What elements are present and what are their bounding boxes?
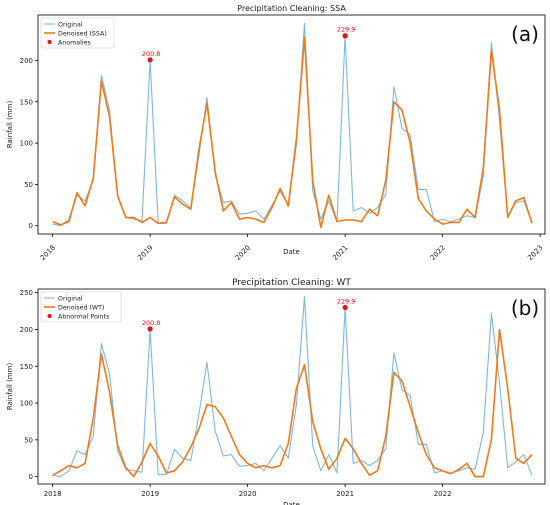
y-tick-label: 150 — [20, 98, 33, 106]
legend-label: Original — [58, 295, 83, 302]
x-axis-label: Date — [283, 248, 300, 256]
chart-title: Precipitation Cleaning: SSA — [237, 4, 346, 13]
x-tick-label: 2022 — [434, 490, 452, 498]
anomaly-value-label: 229.9 — [337, 26, 356, 34]
anomaly-point — [147, 57, 153, 63]
legend-box — [40, 291, 122, 323]
y-tick-label: 0 — [29, 222, 33, 230]
chart-title: Precipitation Cleaning: WT — [232, 278, 351, 288]
y-tick-label: 50 — [24, 436, 33, 444]
x-tick-label: 2020 — [239, 490, 257, 498]
legend-label: Original — [58, 21, 83, 28]
y-axis-label: Rainfall (mm) — [6, 363, 14, 411]
x-axis-label: Date — [283, 501, 300, 505]
y-tick-label: 100 — [20, 400, 33, 408]
x-tick-label: 2022 — [429, 244, 447, 262]
legend-box — [40, 17, 115, 49]
anomaly-point — [147, 326, 153, 332]
x-tick-label: 2021 — [336, 490, 354, 498]
series-line-denoised — [52, 328, 533, 478]
y-tick-label: 50 — [24, 181, 33, 189]
x-tick-label: 2023 — [526, 244, 544, 262]
y-tick-label: 200 — [20, 57, 33, 65]
x-tick-label: 2018 — [44, 490, 62, 498]
anomaly-value-label: 200.8 — [142, 50, 161, 58]
legend-label: Denoised (SSA) — [58, 30, 107, 37]
legend-label: Denoised (WT) — [58, 304, 104, 311]
anomaly-value-label: 200.8 — [142, 319, 161, 327]
legend-anomaly-swatch — [47, 40, 52, 44]
anomaly-value-label: 229.9 — [337, 297, 356, 305]
legend-label: Anomalies — [58, 39, 91, 46]
y-tick-label: 100 — [20, 140, 33, 148]
anomaly-point — [342, 304, 348, 311]
legend-anomaly-swatch — [47, 314, 52, 318]
series-line-original — [52, 22, 533, 227]
y-tick-label: 150 — [20, 363, 33, 371]
plot-frame — [37, 14, 546, 235]
plot-frame — [37, 288, 546, 485]
x-tick-label: 2019 — [136, 244, 154, 262]
anomaly-point — [342, 33, 348, 39]
panel-wt: Precipitation Cleaning: WT 0 50 100 150 200 25… — [6, 278, 546, 505]
y-tick-label: 0 — [29, 473, 33, 481]
panel-label: (b) — [511, 296, 539, 320]
series-line-denoised — [52, 36, 533, 229]
x-tick-label: 2021 — [331, 244, 349, 262]
x-tick-label: 2019 — [141, 490, 159, 498]
series-line-original — [52, 295, 533, 478]
y-tick-label: 250 — [20, 289, 33, 297]
panel-label: (a) — [511, 22, 539, 46]
x-tick-label: 2018 — [39, 244, 57, 262]
legend-label: Abnormal Points — [58, 313, 109, 320]
y-tick-label: 200 — [20, 326, 33, 334]
y-axis-label: Rainfall (mm) — [6, 101, 14, 149]
x-tick-label: 2020 — [234, 244, 252, 262]
panel-ssa: Precipitation Cleaning: SSA 0 50 100 150 200 2… — [6, 4, 546, 262]
